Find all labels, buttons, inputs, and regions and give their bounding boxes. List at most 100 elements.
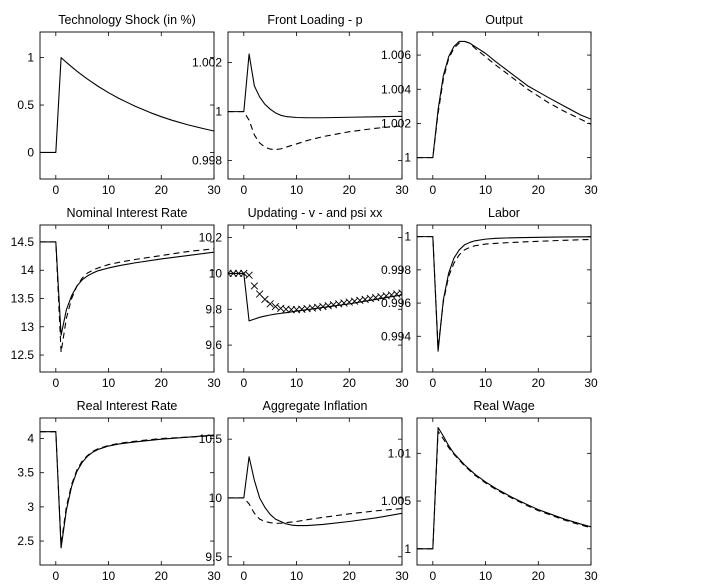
y-tick-label: 0.998 xyxy=(192,154,222,168)
series-line-solid xyxy=(417,236,591,352)
x-tick-label: 0 xyxy=(240,376,247,390)
cross-marker xyxy=(228,269,232,278)
y-tick-label: 1.006 xyxy=(381,48,411,62)
y-tick-label: 1.005 xyxy=(381,494,411,508)
cross-marker xyxy=(261,295,269,304)
cross-marker xyxy=(271,302,280,311)
y-tick-label: 13 xyxy=(21,320,35,334)
series-line-solid xyxy=(228,53,402,119)
series-line-solid xyxy=(40,241,214,336)
subplot-4: Nominal Interest Rate 0 10 20 30 12.5 13 13.5 14… xyxy=(11,206,221,390)
y-tick-label: 3.5 xyxy=(17,466,34,480)
y-tick-label: 4 xyxy=(27,432,34,446)
x-tick-label: 30 xyxy=(207,183,221,197)
x-tick-label: 0 xyxy=(429,569,436,583)
cross-marker xyxy=(229,269,237,278)
subplot-title: Technology Shock (in %) xyxy=(58,13,196,27)
subplot-title: Labor xyxy=(488,206,520,220)
y-tick-label: 10.5 xyxy=(199,432,223,446)
y-tick-label: 0.5 xyxy=(17,98,34,112)
y-tick-label: 1 xyxy=(27,51,34,65)
y-tick-label: 1 xyxy=(215,105,222,119)
y-tick-label: 0.994 xyxy=(381,329,411,343)
y-tick-label: 1.004 xyxy=(381,82,411,96)
x-tick-label: 0 xyxy=(52,569,59,583)
series-line-solid xyxy=(40,57,214,153)
x-tick-label: 30 xyxy=(584,183,598,197)
series-line-solid xyxy=(40,431,214,549)
y-tick-label: 10 xyxy=(209,266,223,280)
series-line-dashed xyxy=(417,236,591,349)
subplot-7: Real Interest Rate 0 10 20 30 2.5 3 3.5 4 xyxy=(17,399,221,583)
y-tick-label: 0 xyxy=(27,145,34,159)
cross-marker xyxy=(234,269,243,278)
subplot-6: Labor 0 10 20 30 0.994 0.996 0.998 1 xyxy=(381,206,598,390)
x-tick-label: 0 xyxy=(240,183,247,197)
subplot-1: Technology Shock (in %) 0 10 20 30 0 0.5 1 xyxy=(17,13,221,197)
x-tick-label: 20 xyxy=(532,569,546,583)
subplot-8: Aggregate Inflation 0 10 20 30 9.5 10 10.5 xyxy=(199,399,409,583)
subplot-title: Updating - v - and psi xx xyxy=(248,206,384,220)
series-line-dashed xyxy=(40,241,214,353)
y-tick-label: 0.996 xyxy=(381,296,411,310)
x-tick-label: 30 xyxy=(395,376,409,390)
cross-marker xyxy=(245,271,253,279)
x-tick-label: 10 xyxy=(290,376,304,390)
y-tick-label: 1 xyxy=(404,151,411,165)
y-tick-label: 13.5 xyxy=(11,292,35,306)
subplot-title: Real Interest Rate xyxy=(77,399,178,413)
cross-marker xyxy=(240,269,248,278)
axes-frame xyxy=(227,224,403,373)
y-tick-label: 0.998 xyxy=(381,263,411,277)
series-line-dashed xyxy=(417,430,591,550)
x-tick-label: 10 xyxy=(102,376,116,390)
x-tick-label: 20 xyxy=(343,376,357,390)
series-line-dashed xyxy=(228,497,402,524)
cross-marker xyxy=(266,300,274,308)
x-tick-label: 30 xyxy=(395,183,409,197)
x-tick-label: 20 xyxy=(343,183,357,197)
y-tick-label: 9.6 xyxy=(205,338,222,352)
y-tick-label: 1 xyxy=(404,230,411,244)
axes-frame xyxy=(39,31,215,180)
axes-frame xyxy=(227,31,403,180)
subplot-title: Real Wage xyxy=(473,399,534,413)
axes-frame xyxy=(416,224,592,373)
x-tick-label: 10 xyxy=(290,569,304,583)
x-tick-label: 0 xyxy=(429,183,436,197)
cross-marker xyxy=(250,282,259,290)
cross-marker xyxy=(398,289,402,297)
x-tick-label: 20 xyxy=(532,376,546,390)
y-tick-label: 10 xyxy=(209,491,223,505)
x-tick-label: 10 xyxy=(479,569,493,583)
x-tick-label: 10 xyxy=(102,569,116,583)
series-line-solid xyxy=(228,272,402,322)
axes-frame xyxy=(416,31,592,180)
y-tick-label: 1.002 xyxy=(381,116,411,130)
subplot-title: Nominal Interest Rate xyxy=(67,206,188,220)
series-line-solid xyxy=(228,456,402,527)
series-line-dashed xyxy=(417,40,591,159)
y-tick-label: 12.5 xyxy=(11,348,35,362)
axes-frame xyxy=(39,224,215,373)
x-tick-label: 20 xyxy=(532,183,546,197)
subplot-2: Front Loading - p 0 10 20 30 0.998 1 1.002 xyxy=(192,13,409,197)
x-tick-label: 10 xyxy=(102,183,116,197)
y-tick-label: 14 xyxy=(21,263,35,277)
subplot-title: Aggregate Inflation xyxy=(263,399,368,413)
axes-frame xyxy=(39,417,215,566)
x-tick-label: 30 xyxy=(584,376,598,390)
y-tick-label: 9.5 xyxy=(205,550,222,564)
series-line-solid xyxy=(417,40,591,159)
x-tick-label: 10 xyxy=(479,183,493,197)
y-tick-label: 9.8 xyxy=(205,302,222,316)
x-tick-label: 0 xyxy=(240,569,247,583)
cross-marker xyxy=(287,305,295,314)
subplot-9: Real Wage 0 10 20 30 1 1.005 1.01 xyxy=(381,399,598,583)
series-line-dashed xyxy=(228,111,402,151)
series-crosses xyxy=(228,269,402,314)
subplot-title: Front Loading - p xyxy=(267,13,362,27)
subplot-5: Updating - v - and psi xx0 10 20 309.69.810… xyxy=(199,206,409,390)
y-tick-label: 10.2 xyxy=(199,231,223,245)
